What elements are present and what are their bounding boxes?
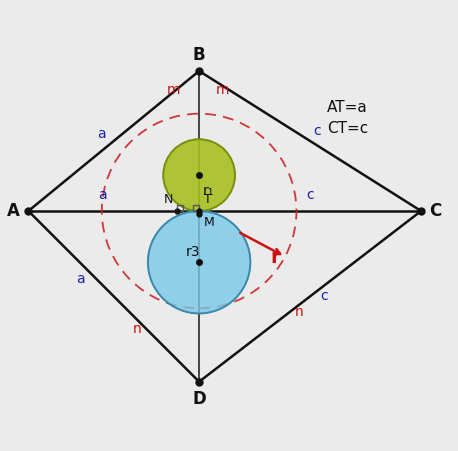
Circle shape <box>148 211 251 313</box>
Text: a: a <box>98 189 107 202</box>
Text: n: n <box>132 322 141 336</box>
Text: r₁: r₁ <box>202 184 214 198</box>
Text: c: c <box>320 290 328 304</box>
Text: A: A <box>7 202 20 220</box>
Text: D: D <box>192 390 206 408</box>
Text: c: c <box>313 124 321 138</box>
Text: n: n <box>295 305 304 319</box>
Text: m: m <box>167 83 180 97</box>
Text: T: T <box>204 193 212 206</box>
Text: r3: r3 <box>185 245 200 259</box>
Text: a: a <box>76 272 85 286</box>
Text: B: B <box>193 46 206 64</box>
Text: AT=a
CT=c: AT=a CT=c <box>327 100 368 136</box>
Text: C: C <box>430 202 442 220</box>
Text: m: m <box>216 83 230 97</box>
Text: N: N <box>164 193 173 206</box>
Text: a: a <box>98 127 106 141</box>
Text: c: c <box>306 189 314 202</box>
Text: M: M <box>204 216 215 229</box>
Circle shape <box>163 139 235 211</box>
Text: r: r <box>271 248 280 267</box>
